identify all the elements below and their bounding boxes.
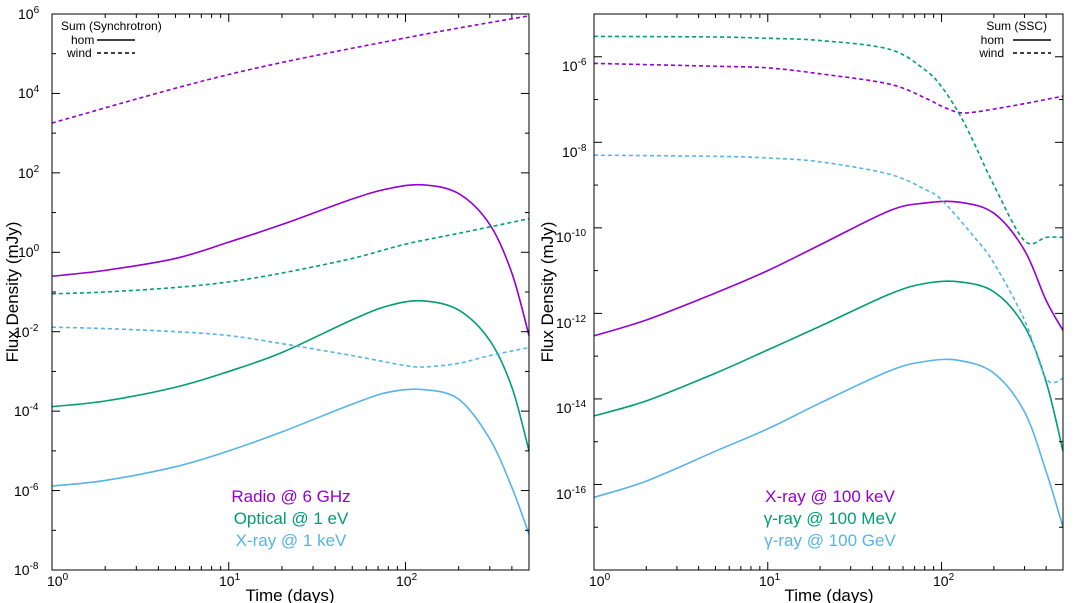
x-axis-label: Time (days) — [245, 586, 334, 603]
x-tick-label: 102 — [933, 572, 955, 589]
series-line — [593, 358, 1064, 528]
annotation-xray: X-ray @ 1 keV — [236, 531, 347, 550]
y-axis-label: Flux Density (mJy) — [538, 222, 557, 363]
y-tick-label: 106 — [18, 5, 40, 22]
series-line — [593, 154, 1064, 384]
series-line — [51, 217, 530, 295]
legend-left: Sum (Synchrotron) hom wind — [61, 19, 162, 60]
legend-right: Sum (SSC) hom wind — [978, 19, 1051, 60]
y-tick-label: 10-8 — [562, 143, 587, 160]
series-line — [51, 326, 530, 368]
chart-ssc: 100 101 102 10-16 10-14 10-12 10-10 10-8… — [538, 13, 1064, 603]
y-axis-label: Flux Density (mJy) — [3, 222, 22, 363]
x-axis-label: Time (days) — [784, 586, 873, 603]
y-tick-label: 10-14 — [556, 399, 586, 416]
legend-label-hom: hom — [981, 33, 1004, 47]
y-tick-label: 10-10 — [556, 228, 586, 245]
y-tick-label: 100 — [18, 243, 40, 260]
y-tick-label: 10-12 — [556, 314, 586, 331]
chart-synchrotron: 100 101 102 10-8 10-6 10-4 10-2 100 102 … — [3, 5, 530, 603]
series-line — [51, 183, 530, 336]
legend-label-wind: wind — [66, 46, 92, 60]
series-layer-right — [593, 35, 1064, 528]
x-tick-label: 100 — [47, 572, 69, 589]
legend-label-wind: wind — [978, 46, 1004, 60]
legend-title: Sum (SSC) — [986, 19, 1047, 33]
legend-title: Sum (Synchrotron) — [61, 19, 162, 33]
series-line — [51, 299, 530, 452]
series-line — [593, 62, 1064, 114]
x-tick-label: 101 — [759, 572, 781, 589]
y-tick-label: 10-8 — [14, 561, 39, 578]
y-tick-label: 10-6 — [562, 57, 587, 74]
series-line — [593, 200, 1064, 337]
series-line — [593, 35, 1064, 245]
annotation-gamma-100gev: γ-ray @ 100 GeV — [764, 531, 896, 550]
y-tick-label: 10-2 — [14, 323, 39, 340]
series-line — [51, 15, 530, 124]
y-tick-label: 10-16 — [556, 485, 586, 502]
annotation-xray-100kev: X-ray @ 100 keV — [765, 487, 895, 506]
series-line — [51, 388, 530, 535]
y-tick-label: 102 — [18, 164, 40, 181]
series-layer-left — [51, 15, 530, 535]
plot-frame-right — [593, 13, 1064, 571]
annotation-optical: Optical @ 1 eV — [234, 509, 349, 528]
x-tick-label: 102 — [396, 572, 418, 589]
annotation-gamma-100mev: γ-ray @ 100 MeV — [764, 509, 897, 528]
ticks-layer-left — [51, 13, 530, 571]
x-tick-label: 101 — [219, 572, 241, 589]
x-tick-label: 100 — [589, 572, 611, 589]
annotation-radio: Radio @ 6 GHz — [231, 487, 350, 506]
legend-label-hom: hom — [71, 33, 94, 47]
y-tick-label: 10-4 — [14, 402, 39, 419]
ticks-layer-right — [593, 13, 1064, 571]
y-tick-label: 10-6 — [14, 482, 39, 499]
series-line — [593, 280, 1064, 452]
y-tick-label: 104 — [18, 84, 40, 101]
